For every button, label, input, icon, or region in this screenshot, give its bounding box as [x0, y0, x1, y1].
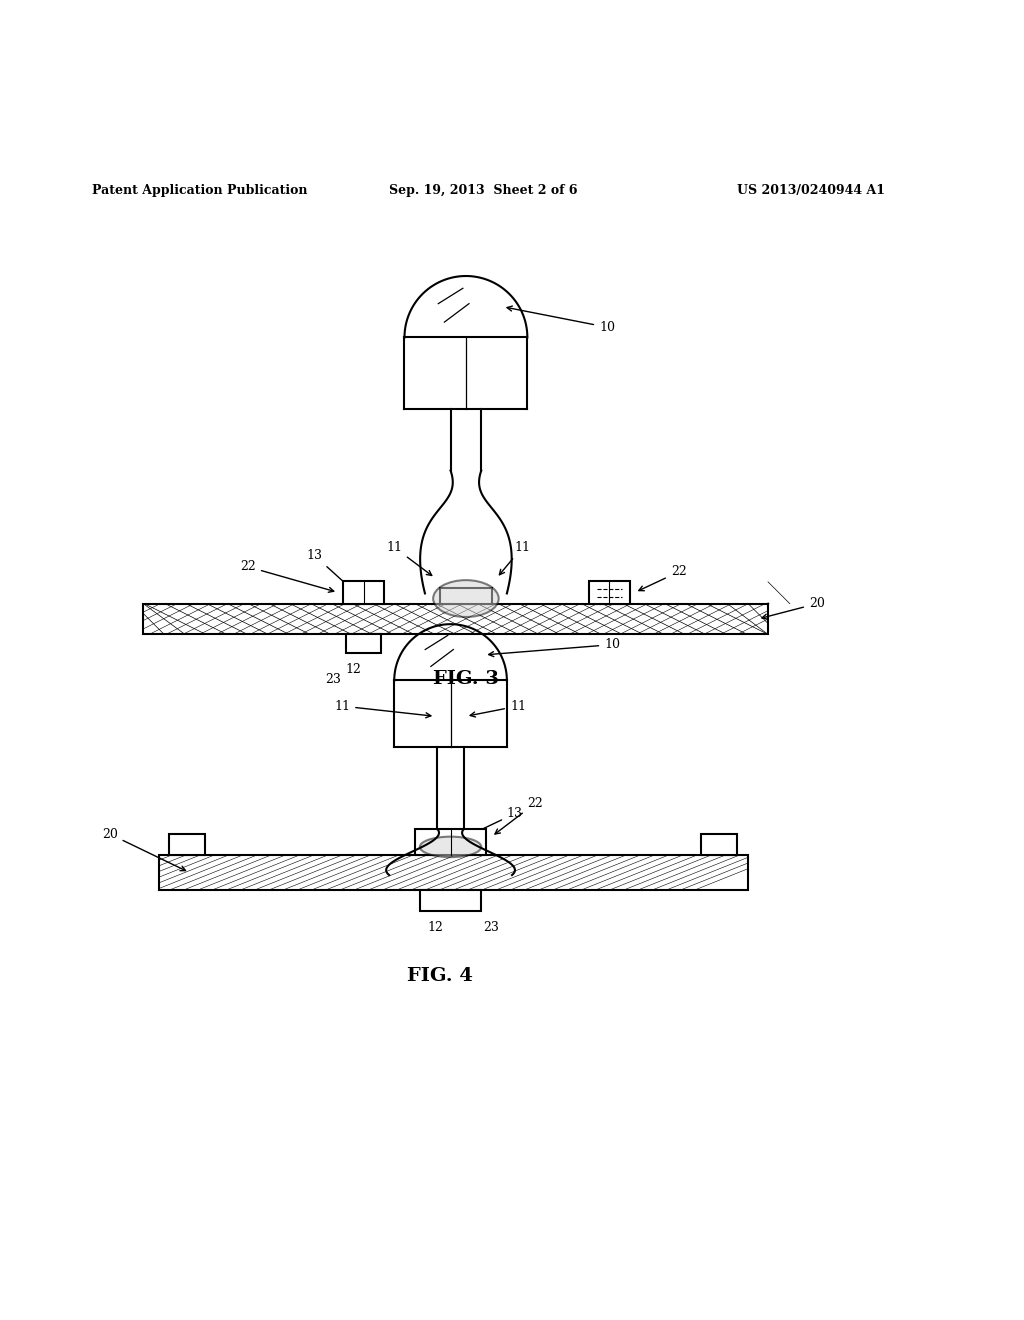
Text: FIG. 3: FIG. 3: [433, 671, 499, 688]
Text: 22: 22: [241, 560, 334, 593]
Text: 12: 12: [427, 921, 443, 935]
Text: 10: 10: [507, 306, 615, 334]
Text: 13: 13: [306, 549, 352, 590]
Text: 11: 11: [334, 700, 431, 718]
Text: 23: 23: [325, 673, 341, 686]
Text: Patent Application Publication: Patent Application Publication: [92, 183, 307, 197]
Bar: [701, 834, 737, 854]
Bar: [159, 854, 748, 891]
Bar: [169, 834, 205, 854]
Text: 10: 10: [488, 638, 621, 656]
Text: 20: 20: [101, 828, 185, 871]
Bar: [346, 635, 381, 653]
Text: 13: 13: [460, 807, 523, 840]
Bar: [589, 581, 630, 603]
Bar: [415, 829, 486, 854]
Text: 20: 20: [762, 597, 825, 619]
Bar: [440, 587, 492, 603]
Text: FIG. 4: FIG. 4: [408, 968, 473, 985]
Ellipse shape: [433, 579, 499, 616]
Text: 12: 12: [345, 663, 361, 676]
Text: 22: 22: [495, 797, 543, 834]
Text: Sep. 19, 2013  Sheet 2 of 6: Sep. 19, 2013 Sheet 2 of 6: [389, 183, 578, 197]
Ellipse shape: [420, 837, 481, 857]
Text: 11: 11: [386, 541, 432, 576]
Bar: [420, 891, 481, 911]
Text: 11: 11: [470, 700, 526, 717]
Text: US 2013/0240944 A1: US 2013/0240944 A1: [737, 183, 886, 197]
Bar: [143, 603, 768, 635]
Text: 23: 23: [483, 921, 500, 935]
Bar: [343, 581, 384, 603]
Text: 11: 11: [500, 541, 530, 574]
Text: 22: 22: [639, 565, 686, 591]
